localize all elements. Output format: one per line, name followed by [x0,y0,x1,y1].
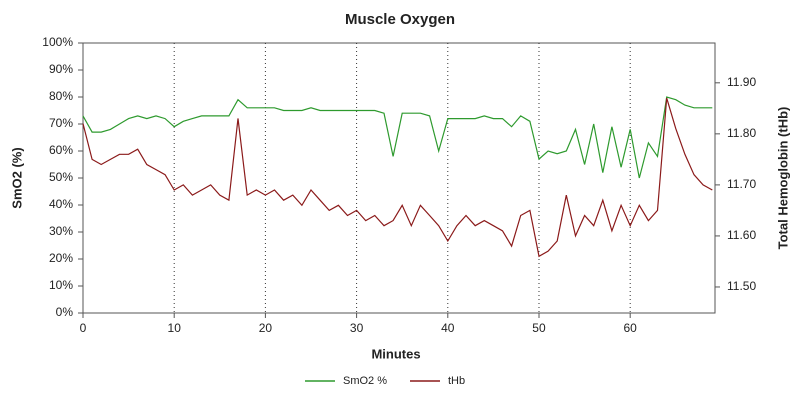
y-tick-label: 50% [49,170,73,184]
y-tick-label: 90% [49,62,73,76]
y2-tick-label: 11.60 [727,228,756,242]
x-tick-label: 10 [168,321,182,335]
x-tick-label: 20 [259,321,273,335]
chart-title: Muscle Oxygen [345,11,455,28]
legend-label: SmO2 % [343,375,387,387]
y-tick-label: 80% [49,89,73,103]
y-tick-label: 10% [49,278,73,292]
y-tick-label: 20% [49,251,73,265]
series-line [82,97,713,258]
x-tick-label: 30 [350,321,364,335]
y2-tick-label: 11.70 [727,177,756,191]
plot-frame [82,42,716,314]
x-tick-label: 50 [532,321,546,335]
y-tick-label: 100% [42,35,73,49]
y2-axis-title: Total Hemoglobin (tHb) [775,107,790,250]
y2-tick-label: 11.50 [727,279,756,293]
legend-label: tHb [448,375,465,387]
x-tick-label: 0 [80,321,87,335]
y-tick-label: 30% [49,224,73,238]
y-tick-label: 0% [56,305,74,319]
y-tick-label: 60% [49,143,73,157]
y2-tick-label: 11.90 [727,75,756,89]
series-line [82,96,713,179]
y2-tick-label: 11.80 [727,126,756,140]
x-tick-label: 40 [441,321,455,335]
y-tick-label: 70% [49,116,73,130]
x-axis-title: Minutes [371,346,420,361]
x-tick-label: 60 [624,321,638,335]
y-axis-title: SmO2 (%) [9,147,24,208]
y-tick-label: 40% [49,197,73,211]
